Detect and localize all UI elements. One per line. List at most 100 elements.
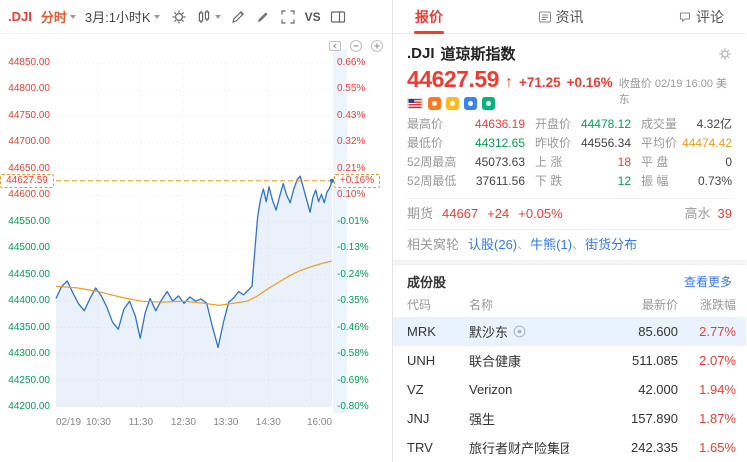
stock-code: JNJ bbox=[407, 411, 430, 426]
marker-icon[interactable] bbox=[255, 9, 271, 25]
price-change-percent: +0.16% bbox=[566, 75, 613, 90]
y-axis-price-label: 44600.00 bbox=[8, 189, 50, 201]
section-divider bbox=[393, 260, 746, 265]
y-axis-price-label: 44400.00 bbox=[8, 295, 50, 307]
constituent-row[interactable]: MRK 默沙东 85.600 2.77% bbox=[393, 317, 746, 346]
collapse-chart-icon[interactable] bbox=[328, 39, 342, 53]
stat-cell: 上 涨 18 bbox=[535, 155, 631, 170]
market-badge-orange-icon bbox=[428, 97, 441, 110]
constituent-row[interactable]: TRV 旅行者财产险集团 242.335 1.65% bbox=[393, 433, 746, 462]
up-arrow-icon: ↑ bbox=[504, 74, 513, 91]
stock-change-percent: 1.65% bbox=[699, 440, 736, 455]
intraday-price-chart[interactable]: 44850.00 44800.00 44750.00 44700.00 44650.00… bbox=[0, 35, 392, 462]
stat-value: 0.73% bbox=[697, 174, 732, 188]
stat-label: 成交量 bbox=[641, 117, 678, 131]
x-axis-time-label: 12:30 bbox=[170, 417, 196, 428]
tab-comments[interactable]: 评论 bbox=[678, 0, 724, 34]
chevron-down-icon bbox=[153, 15, 160, 19]
constituent-row[interactable]: UNH 联合健康 511.085 2.07% bbox=[393, 346, 746, 375]
stat-label: 振 幅 bbox=[641, 174, 669, 188]
stat-cell: 52周最高 45073.63 bbox=[407, 155, 525, 170]
quote-tabbar: 报价 资讯 评论 bbox=[393, 0, 746, 34]
warrant-link[interactable]: 街货分布 bbox=[585, 237, 638, 252]
y-axis-percent-label: -0.80% bbox=[337, 401, 369, 412]
tab-quotes[interactable]: 报价 bbox=[414, 0, 444, 34]
futures-row[interactable]: 期货 44667 +24 +0.05% 高水 39 bbox=[407, 198, 732, 229]
x-axis-time-label: 14:30 bbox=[255, 417, 281, 428]
stock-code: VZ bbox=[407, 382, 424, 397]
expand-icon[interactable] bbox=[280, 9, 296, 25]
quote-name: 道琼斯指数 bbox=[440, 46, 516, 63]
futures-change-percent: +0.05% bbox=[518, 206, 563, 221]
stock-name: Verizon bbox=[469, 382, 513, 397]
premium-label: 高水 bbox=[684, 206, 711, 221]
market-badge-blue-icon bbox=[464, 97, 477, 110]
panel-layout-icon[interactable] bbox=[330, 9, 346, 25]
tab-news[interactable]: 资讯 bbox=[538, 0, 584, 34]
x-axis-time-label: 13:30 bbox=[213, 417, 239, 428]
stat-label: 52周最低 bbox=[407, 174, 457, 188]
stock-change-percent: 1.87% bbox=[699, 411, 736, 426]
tab-comments-label: 评论 bbox=[696, 8, 724, 25]
chart-period-label: 3月:1小时K bbox=[84, 10, 151, 25]
header-last-price: 最新价 bbox=[641, 298, 678, 312]
constituent-row[interactable]: JNJ 强生 157.890 1.87% bbox=[393, 404, 746, 433]
stock-name-cell: Verizon bbox=[469, 382, 594, 397]
y-axis-percent-label: -0.69% bbox=[337, 374, 369, 386]
current-price-tag: 44627.59 bbox=[0, 173, 54, 188]
y-axis-percent-label: 0.66% bbox=[337, 57, 366, 68]
y-axis-price-label: 44450.00 bbox=[8, 268, 50, 280]
chart-mode-dropdown[interactable]: 分时 bbox=[41, 7, 76, 26]
quote-header: .DJI 道琼斯指数 bbox=[393, 34, 746, 64]
chart-canvas[interactable] bbox=[0, 35, 392, 462]
stock-name: 强生 bbox=[469, 412, 496, 427]
session-note: 收盘价 02/19 16:00 美东 bbox=[618, 78, 728, 106]
y-axis-percent-label: -0.58% bbox=[337, 348, 369, 360]
badge-dot bbox=[486, 101, 491, 106]
warrant-link[interactable]: 认股(26) bbox=[468, 237, 518, 252]
constituent-row[interactable]: VZ Verizon 42.000 1.94% bbox=[393, 375, 746, 404]
y-axis-percent-label: 0.21% bbox=[337, 162, 366, 174]
constituents-table-body: MRK 默沙东 85.600 2.77% UNH 联合健康 511.085 2.07% VZ Ve… bbox=[393, 317, 746, 462]
stat-label: 52周最高 bbox=[407, 155, 457, 169]
view-more-link[interactable]: 查看更多 bbox=[683, 275, 732, 289]
compare-vs-button[interactable]: VS bbox=[304, 9, 321, 24]
stat-label: 昨收价 bbox=[535, 136, 572, 150]
stock-change-percent: 2.07% bbox=[699, 353, 736, 368]
chart-toolbar: .DJI 分时 3月:1小时K bbox=[0, 0, 392, 34]
zoom-out-icon[interactable] bbox=[349, 39, 363, 53]
chart-panel: .DJI 分时 3月:1小时K bbox=[0, 0, 392, 462]
gear-icon[interactable] bbox=[171, 9, 187, 25]
stat-value: 4.32亿 bbox=[696, 117, 732, 131]
stat-value: 44478.12 bbox=[580, 117, 631, 131]
toolbar-icons: VS bbox=[171, 9, 346, 25]
stat-value: 44556.34 bbox=[580, 136, 631, 150]
premium-value: 39 bbox=[717, 206, 732, 221]
quote-panel: 报价 资讯 评论 .DJI 道琼斯指数 bbox=[392, 0, 746, 462]
y-axis-percent-label: -0.46% bbox=[337, 321, 369, 333]
chart-type-dropdown[interactable] bbox=[196, 9, 221, 25]
warrant-link[interactable]: 牛熊(1) bbox=[530, 237, 573, 252]
stat-label: 最高价 bbox=[407, 117, 444, 131]
chart-period-dropdown[interactable]: 3月:1小时K bbox=[85, 7, 160, 26]
stat-cell: 下 跌 12 bbox=[535, 174, 631, 189]
link-separator: 、 bbox=[517, 237, 531, 252]
y-axis-price-label: 44250.00 bbox=[8, 374, 50, 386]
link-separator: 、 bbox=[572, 237, 586, 252]
market-badge-green-icon bbox=[482, 97, 495, 110]
stat-value: 12 bbox=[617, 174, 631, 188]
constituents-title: 成份股 bbox=[407, 275, 447, 290]
y-axis-percent-labels: 0.66% 0.55% 0.43% 0.32% 0.21% 0.10% -0.01% -0.1… bbox=[337, 35, 391, 462]
watching-eye-icon[interactable] bbox=[513, 325, 526, 338]
badge-dot bbox=[432, 101, 437, 106]
y-axis-percent-label: 0.43% bbox=[337, 109, 366, 121]
market-badge-row bbox=[393, 97, 746, 110]
stock-code: MRK bbox=[407, 324, 436, 339]
zoom-in-icon[interactable] bbox=[370, 39, 384, 53]
gear-icon[interactable] bbox=[718, 47, 732, 61]
y-axis-price-label: 44800.00 bbox=[8, 83, 50, 95]
quote-code: .DJI bbox=[407, 45, 435, 62]
y-axis-percent-label: 0.55% bbox=[337, 83, 366, 95]
pencil-icon[interactable] bbox=[230, 9, 246, 25]
